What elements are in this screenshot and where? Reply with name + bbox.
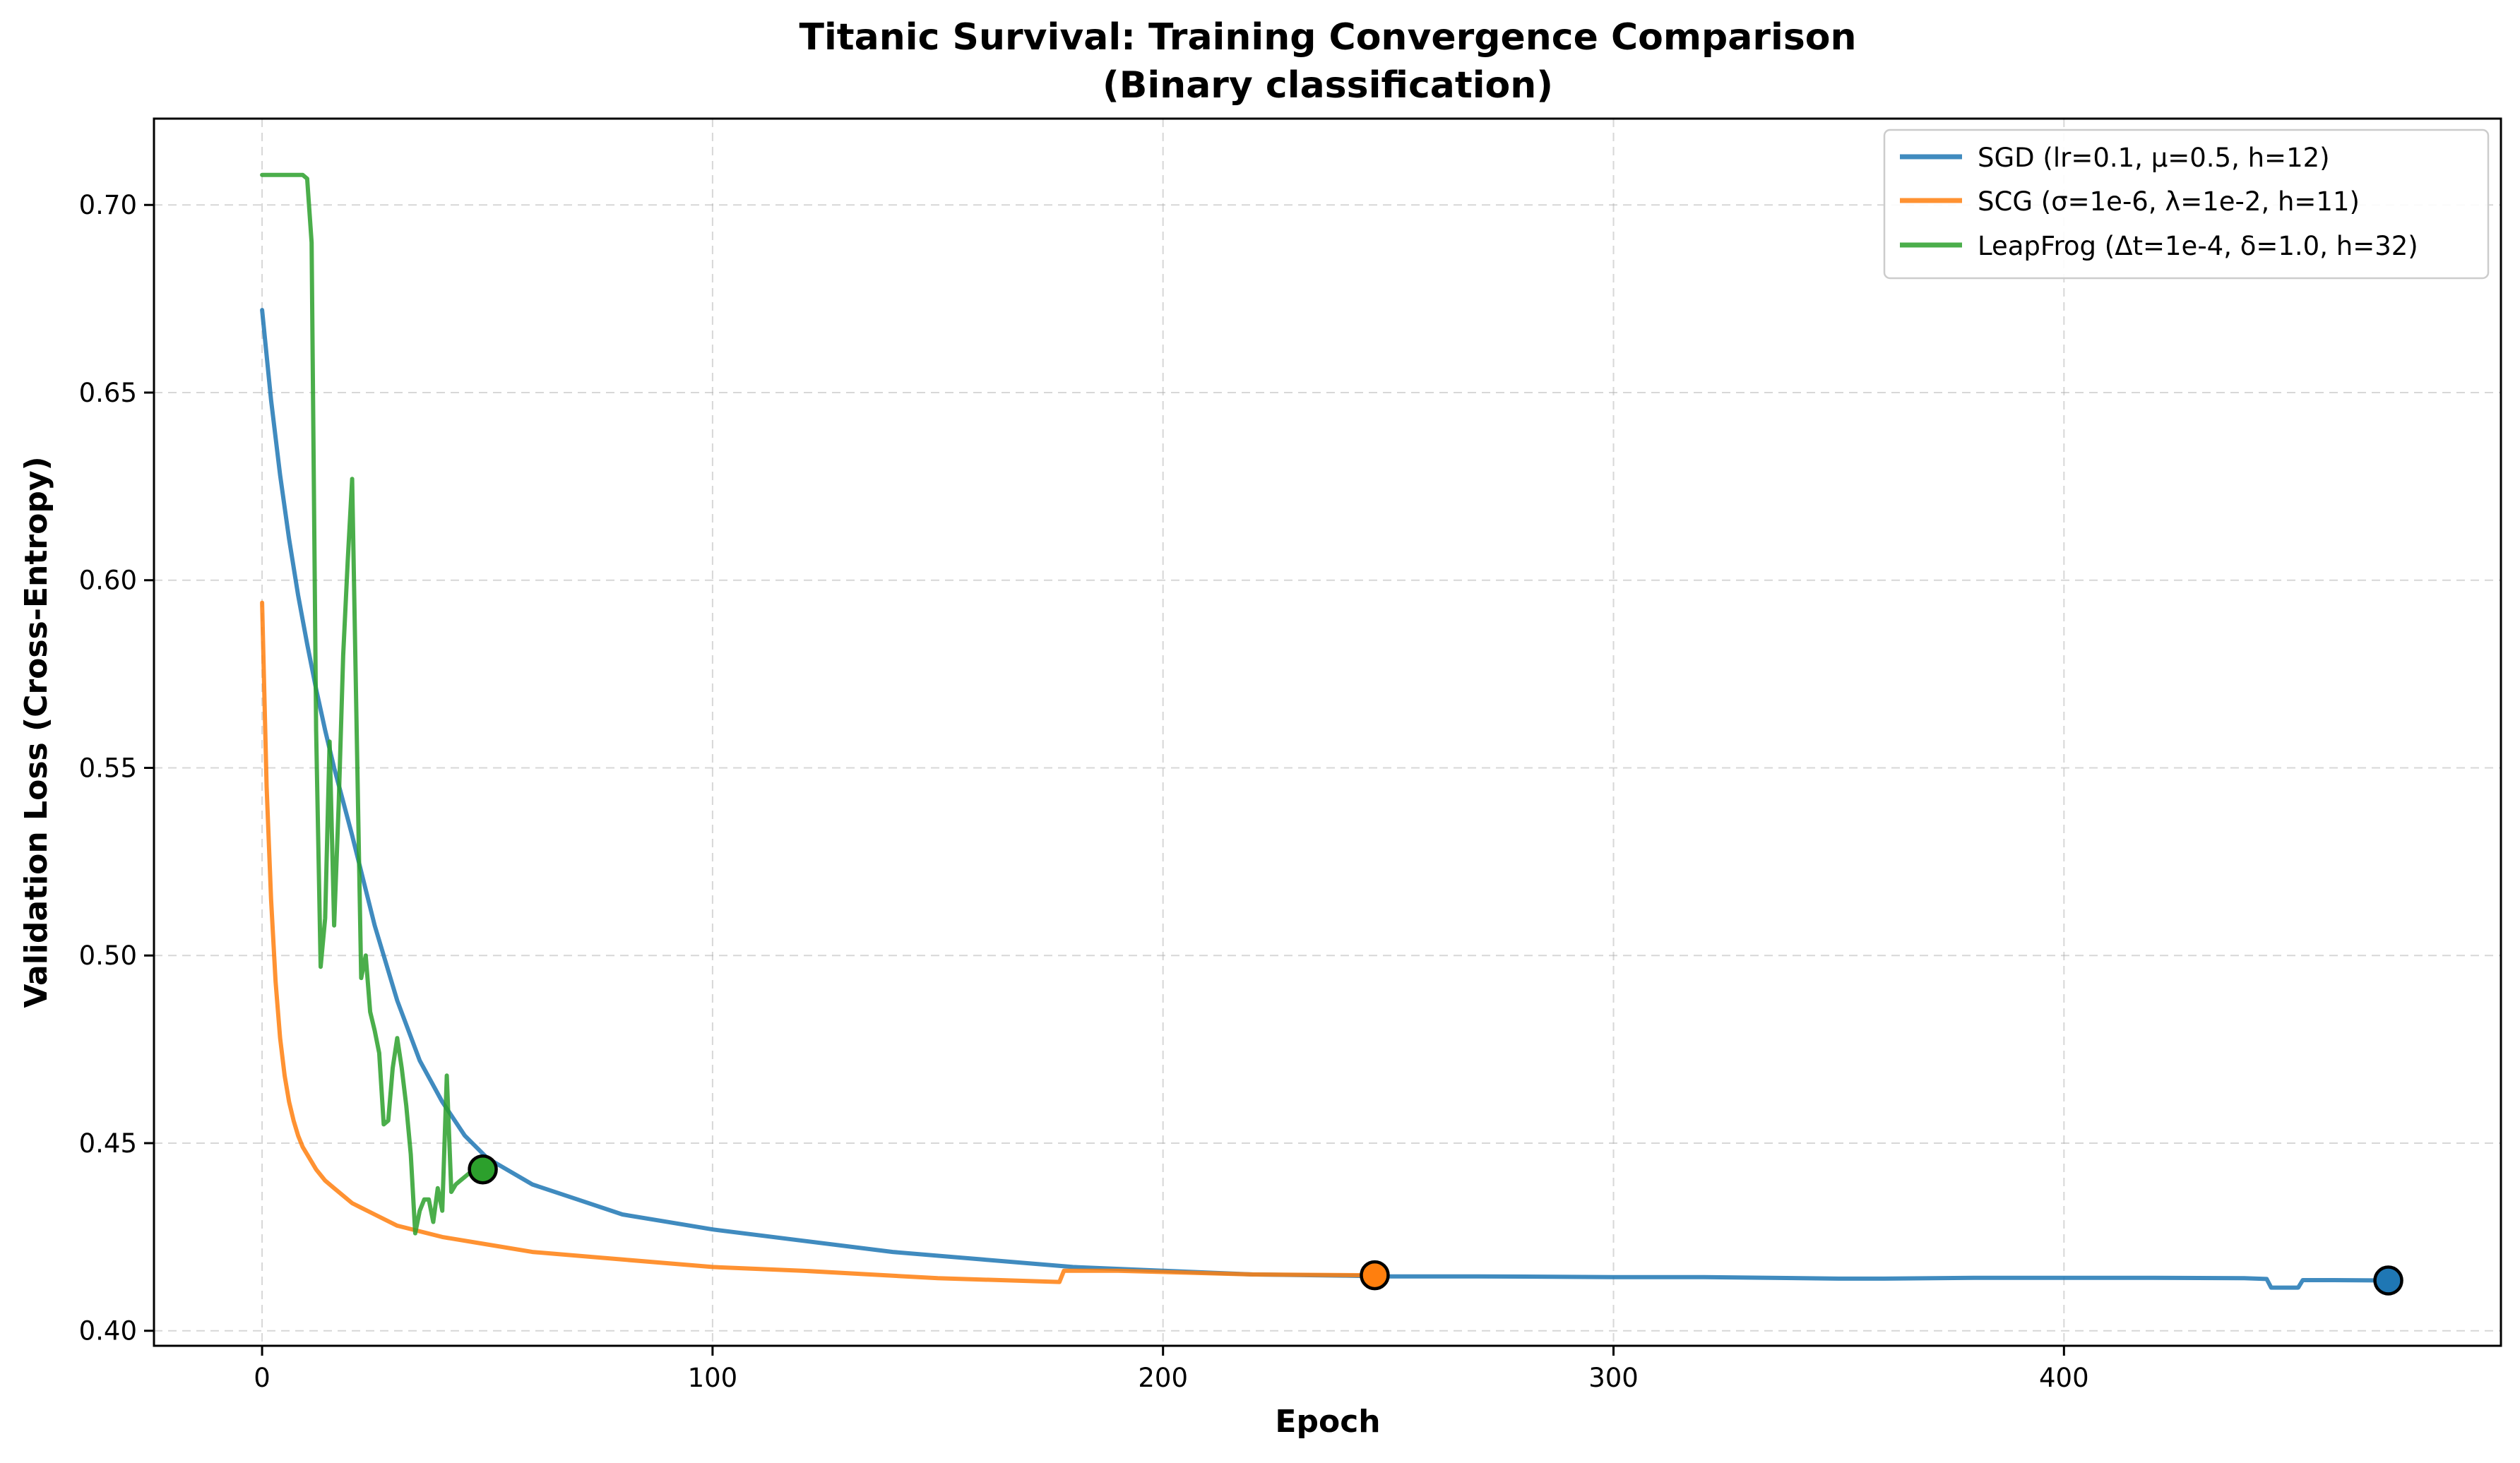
x-tick-label: 0: [254, 1363, 271, 1393]
chart-subtitle: (Binary classification): [1102, 64, 1553, 107]
plot-frame: [153, 117, 2502, 1347]
x-axis-label: Epoch: [1275, 1404, 1380, 1440]
x-tick-label: 300: [1588, 1363, 1639, 1393]
legend-label-scg: SCG (σ=1e-6, λ=1e-2, h=11): [1978, 186, 2360, 217]
best-epoch-marker-leapfrog: [468, 1154, 498, 1185]
series-line-leapfrog: [260, 172, 485, 1236]
y-tick-label: 0.40: [79, 1316, 137, 1346]
best-epoch-marker-scg: [1360, 1260, 1390, 1291]
chart-title: Titanic Survival: Training Convergence C…: [799, 16, 1856, 59]
y-tick-label: 0.65: [79, 378, 137, 408]
legend-label-sgd: SGD (lr=0.1, μ=0.5, h=12): [1978, 143, 2330, 173]
legend-box: [1883, 129, 2490, 280]
series-layer: [260, 172, 2391, 1290]
y-axis-label: Validation Loss (Cross-Entropy): [18, 456, 54, 1008]
y-tick-label: 0.70: [79, 190, 137, 220]
y-tick-label: 0.60: [79, 566, 137, 596]
x-tick-label: 100: [688, 1363, 738, 1393]
best-epoch-marker-sgd: [2373, 1265, 2403, 1296]
legend-label-leapfrog: LeapFrog (Δt=1e-4, δ=1.0, h=32): [1978, 231, 2418, 261]
y-tick-label: 0.50: [79, 940, 137, 971]
legend: SGD (lr=0.1, μ=0.5, h=12) SCG (σ=1e-6, λ…: [1883, 129, 2490, 280]
x-tick-label: 200: [1138, 1363, 1188, 1393]
series-line-scg: [260, 600, 1377, 1284]
x-axis-ticks: 0 100 200 300 400: [254, 1346, 2089, 1393]
y-tick-label: 0.55: [79, 753, 137, 783]
x-tick-label: 400: [2039, 1363, 2089, 1393]
y-axis-ticks: 0.40 0.45 0.50 0.55 0.60 0.65 0.70: [79, 190, 154, 1346]
y-tick-label: 0.45: [79, 1128, 137, 1159]
marker-layer: [468, 1154, 2403, 1296]
